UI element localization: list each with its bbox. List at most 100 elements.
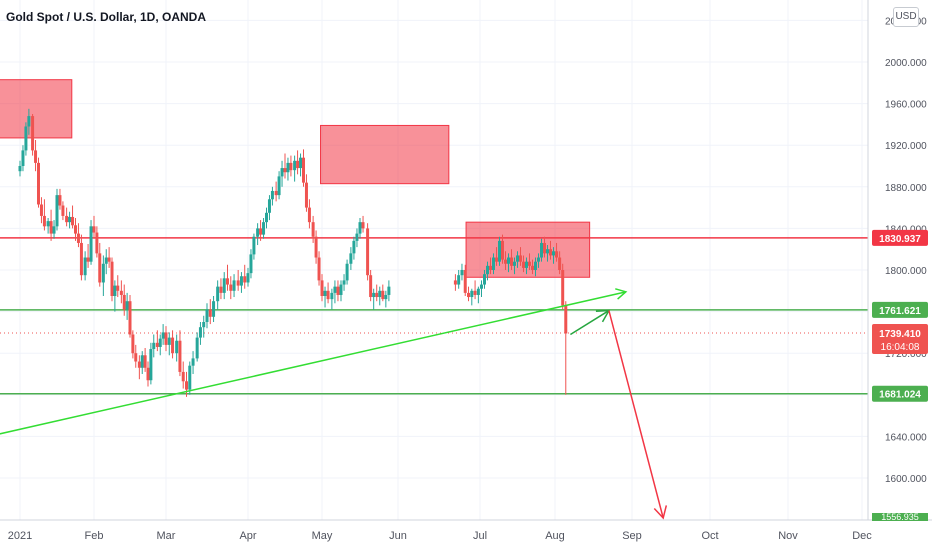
candle-body [358,222,362,234]
time-tick-label: Apr [239,530,256,542]
candle-body [110,261,114,296]
candle-body [95,232,99,254]
candle-body [483,274,486,285]
candle-body [274,190,278,196]
candle-body [534,261,537,270]
candle-body [152,342,156,350]
bottom-price-tag [872,513,928,521]
candle-body [18,166,22,172]
candle-body [27,116,31,127]
candle-body [289,162,293,171]
candle-body [555,251,559,258]
candle-body [262,222,266,235]
time-axis-background [0,520,932,550]
candle-body [236,280,240,286]
candle-body [119,290,123,295]
candle-body [486,265,489,275]
candle-body [226,278,229,285]
last-price-tag-text: 1739.410 [879,329,921,340]
candle-body [311,222,315,237]
candle-body [317,257,321,281]
candle-body [181,371,185,382]
candle-body [457,275,461,285]
candle-body [558,257,562,270]
candle-body [519,255,522,262]
candle-body [98,253,102,283]
candle-body [37,162,40,205]
candle-body [52,226,56,234]
candle-body [345,263,349,281]
price-level-tag-text: 1761.621 [879,306,921,317]
candle-body [34,150,38,163]
candle-body [83,257,87,276]
candle-body [296,160,300,169]
candle-body [252,236,256,255]
price-level-tag [872,229,928,246]
candle-body [101,263,105,283]
projection-arrow-line [570,309,610,336]
time-axis[interactable]: 2021 Feb Mar Apr May Jun Jul Aug Sep Oct Nov Dec [0,519,932,550]
projection-arrows [570,309,668,520]
candle-body [155,342,159,347]
price-tick-label: 2000.000 [885,58,927,69]
candle-body [219,286,223,293]
candle-body [212,301,216,317]
supply-zones [0,79,591,278]
candle-body [381,290,385,300]
candle-body [128,301,132,335]
candle-body [480,284,483,289]
candle-body [265,212,268,223]
candle-body [304,182,308,208]
candle-body [140,355,144,368]
price-axis[interactable]: 2000.0001960.0001920.0001880.0001840.000… [867,0,932,550]
currency-button[interactable]: USD [893,7,919,27]
candle-body [24,126,28,151]
time-tick-label: Jul [473,530,487,542]
candle-body [369,275,373,298]
candle-body [146,367,150,381]
candle-body [205,309,209,322]
candle-body [185,381,188,390]
candle-body [216,286,220,302]
candle-body [198,327,202,338]
time-tick-label: Aug [545,530,565,542]
candle-body [164,332,168,345]
candle-body [122,294,126,310]
price-tick-label: 1800.000 [885,266,927,277]
candle-body [39,204,43,216]
candle-body [195,337,199,359]
price-tick-label: 1880.000 [885,183,927,194]
candle-body [552,251,555,256]
projection-arrow-line [608,310,664,519]
trendline [0,288,628,435]
candle-body [510,257,513,266]
candle-body [543,242,546,254]
candle-body [86,257,90,262]
candle-body [366,228,370,276]
supply-zone [0,79,73,139]
candle-body [116,285,120,291]
price-level-tag [872,385,928,402]
time-tick-label: Feb [85,530,104,542]
candle-body [243,276,247,283]
projection-arrowhead [653,505,668,520]
candle-body [330,292,334,300]
supply-zone [320,124,450,185]
candle-body [161,332,165,339]
candle-body [49,221,53,234]
candle-body [131,334,135,354]
candle-body [384,294,388,300]
price-level-tag-text: 1681.024 [879,390,921,401]
candle-body [65,215,69,223]
candle-body [89,226,93,262]
time-tick-label: Sep [622,530,642,542]
candlesticks [18,108,568,397]
candle-body [232,280,236,291]
candle-body [125,301,129,310]
candle-body [46,221,50,227]
candle-body [339,284,343,295]
candle-body [467,292,471,298]
countdown-text: 16:04:08 [881,342,920,353]
